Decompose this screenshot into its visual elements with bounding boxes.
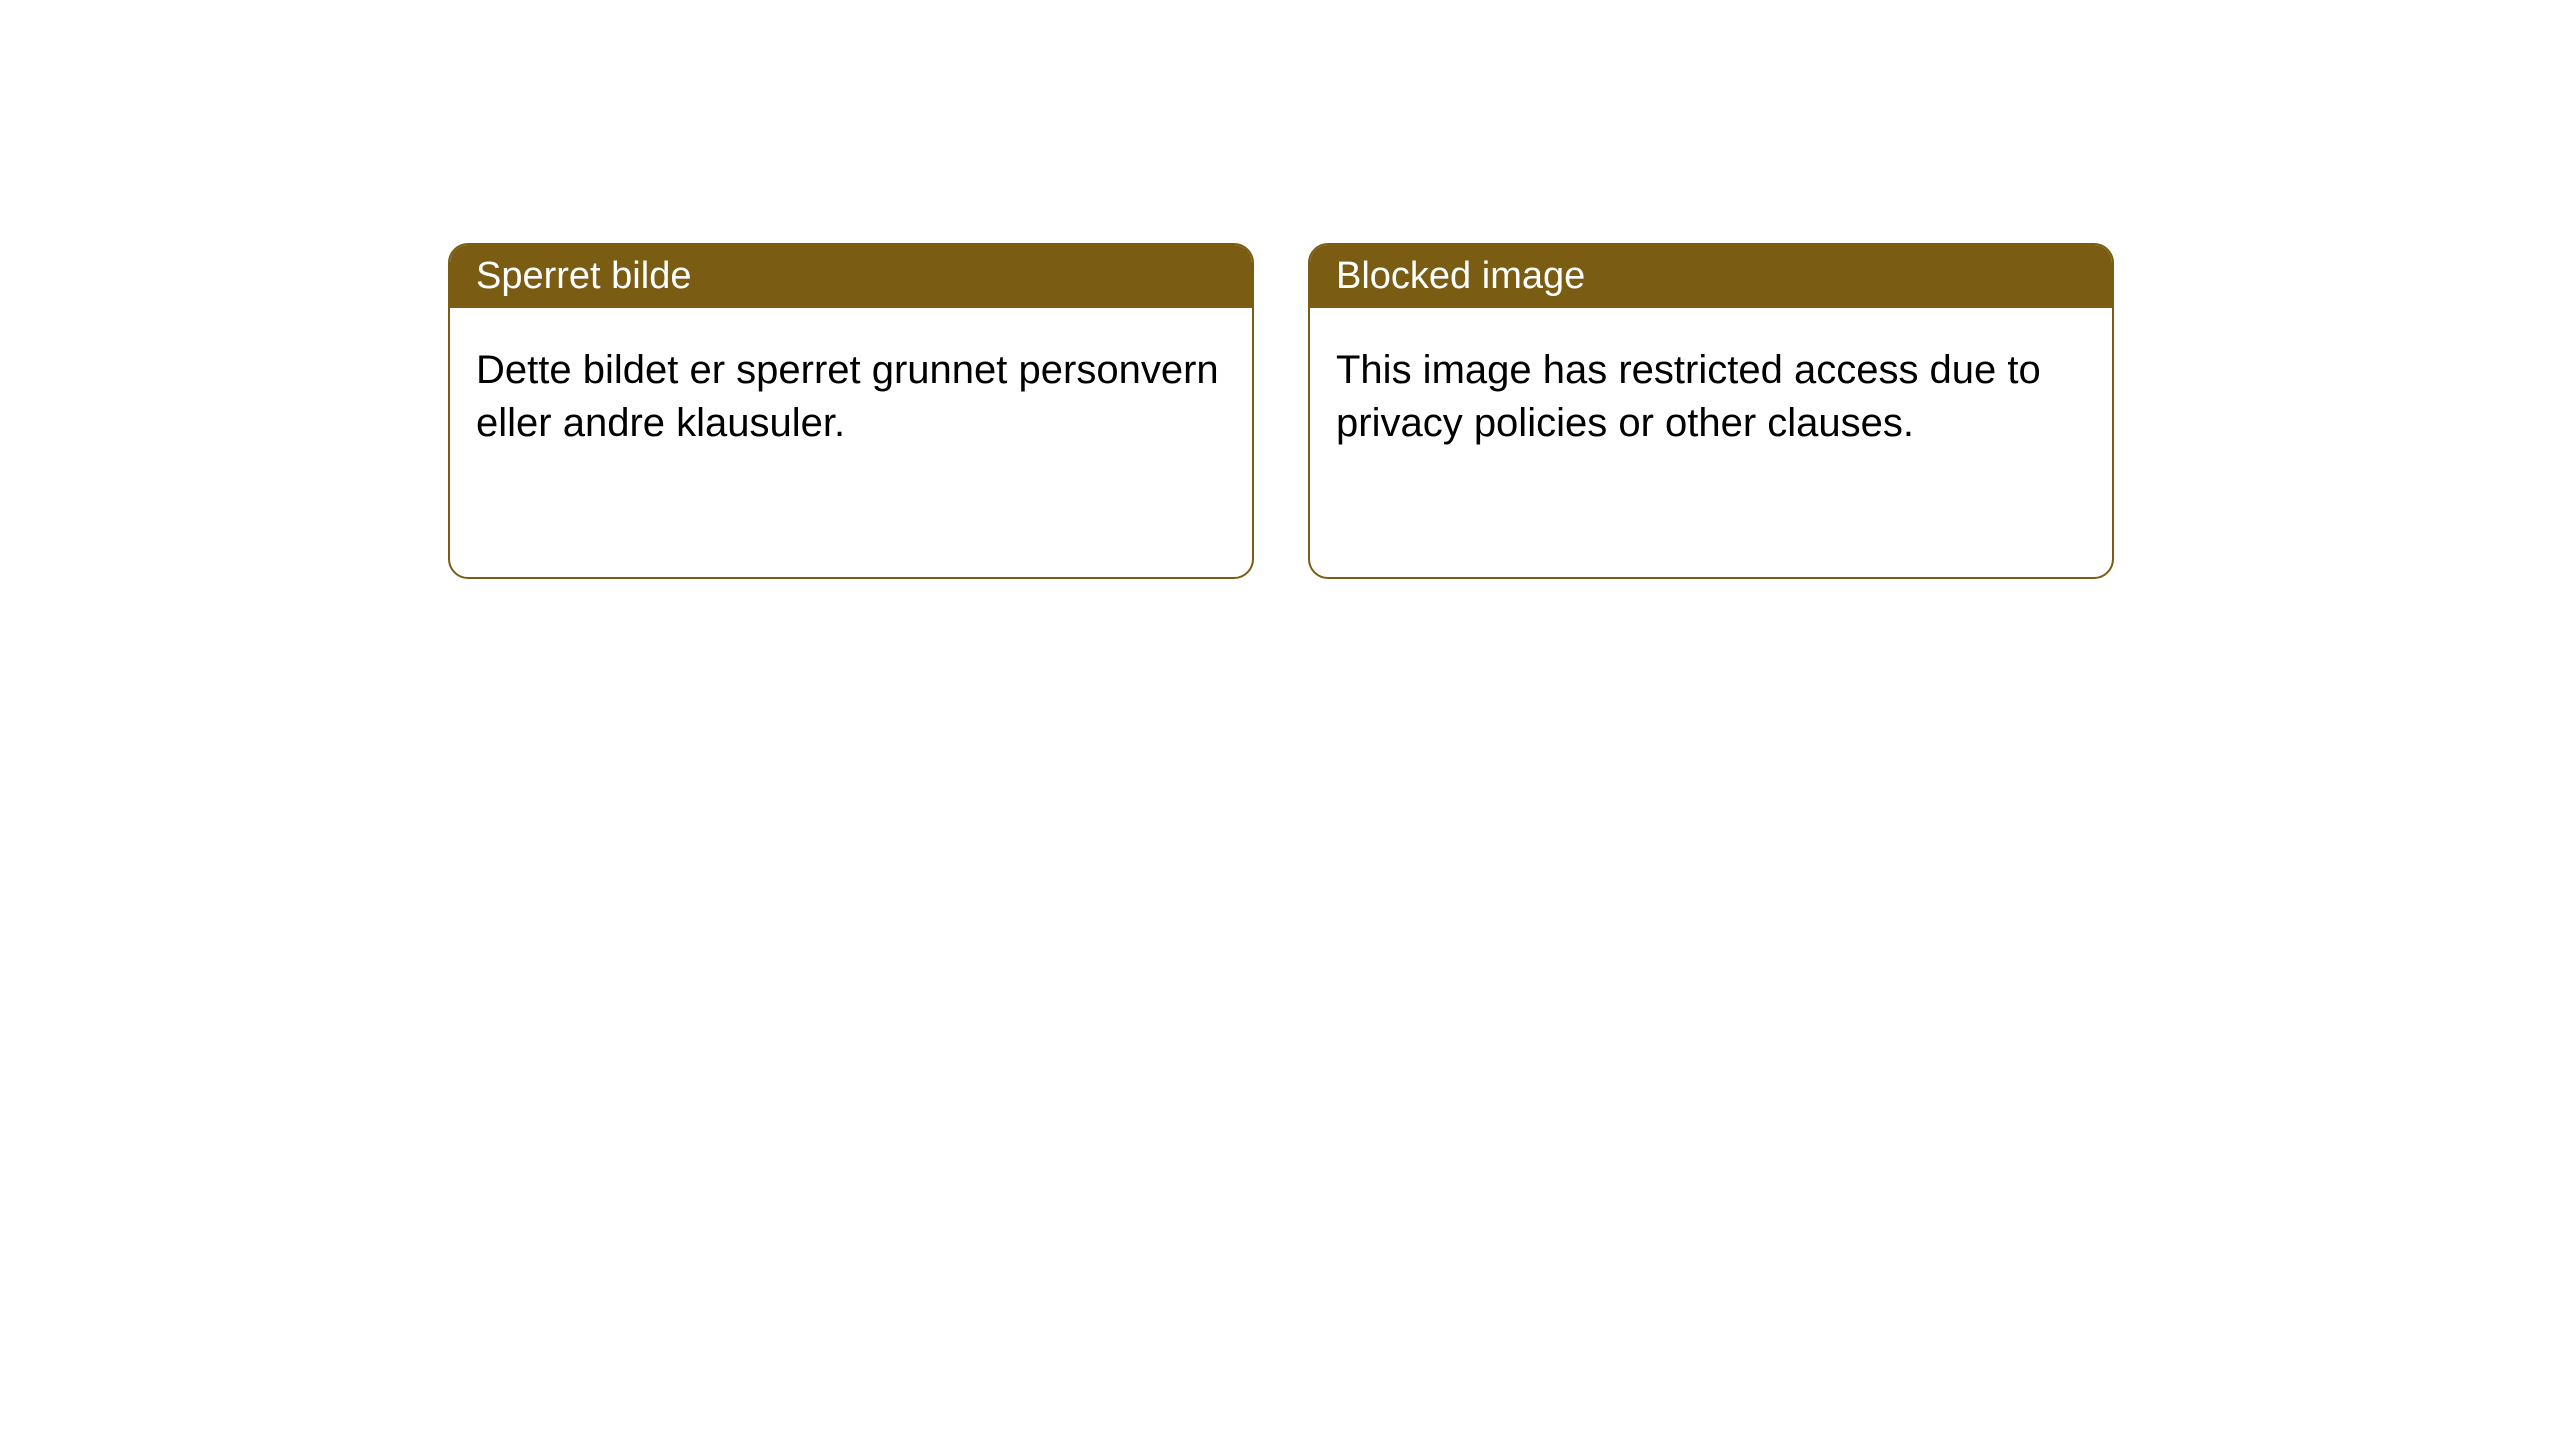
notice-title: Blocked image [1336, 255, 1585, 297]
notice-card-norwegian: Sperret bilde Dette bildet er sperret gr… [448, 243, 1254, 579]
notice-card-english: Blocked image This image has restricted … [1308, 243, 2114, 579]
notice-body: Dette bildet er sperret grunnet personve… [450, 308, 1252, 486]
notice-text: Dette bildet er sperret grunnet personve… [476, 348, 1219, 445]
notice-cards-container: Sperret bilde Dette bildet er sperret gr… [448, 243, 2114, 579]
notice-header: Blocked image [1310, 245, 2112, 308]
notice-title: Sperret bilde [476, 255, 691, 297]
notice-header: Sperret bilde [450, 245, 1252, 308]
notice-text: This image has restricted access due to … [1336, 348, 2041, 445]
notice-body: This image has restricted access due to … [1310, 308, 2112, 486]
